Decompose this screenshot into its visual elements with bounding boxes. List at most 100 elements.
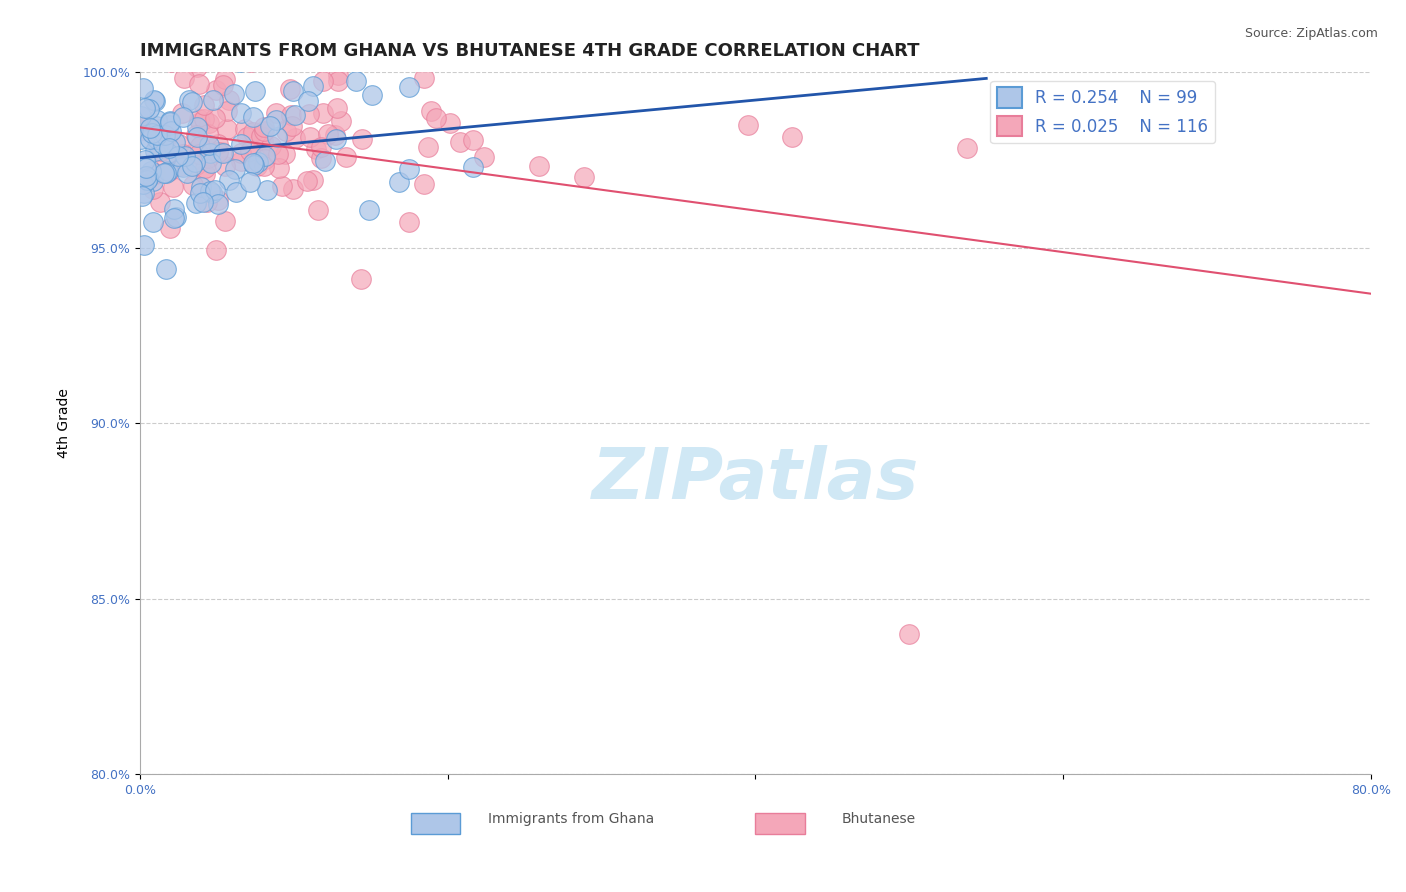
Immigrants from Ghana xyxy=(143,93,166,107)
Bhutanese xyxy=(215,103,238,118)
Bhutanese xyxy=(146,136,169,150)
Immigrants from Ghana xyxy=(463,160,485,174)
Immigrants from Ghana xyxy=(176,165,198,179)
Immigrants from Ghana xyxy=(231,106,253,120)
Bhutanese xyxy=(309,151,332,165)
Bhutanese xyxy=(145,167,167,181)
Bhutanese xyxy=(398,214,420,228)
Immigrants from Ghana xyxy=(134,102,156,116)
Bhutanese xyxy=(236,130,259,145)
Bhutanese xyxy=(264,106,287,120)
Bhutanese xyxy=(194,167,217,181)
Immigrants from Ghana xyxy=(357,202,380,217)
Bhutanese xyxy=(207,136,229,151)
Bhutanese xyxy=(239,144,262,158)
Bhutanese xyxy=(325,128,347,142)
Bhutanese xyxy=(267,147,290,161)
Bhutanese xyxy=(274,147,297,161)
Immigrants from Ghana xyxy=(163,202,186,216)
Immigrants from Ghana xyxy=(193,194,215,209)
Text: Bhutanese: Bhutanese xyxy=(842,812,915,826)
Immigrants from Ghana xyxy=(135,161,157,176)
Immigrants from Ghana xyxy=(239,175,262,189)
Bhutanese xyxy=(135,119,157,133)
Bhutanese xyxy=(418,139,440,153)
Immigrants from Ghana xyxy=(242,111,264,125)
Immigrants from Ghana xyxy=(360,88,382,103)
Immigrants from Ghana xyxy=(297,94,319,108)
Bhutanese xyxy=(138,124,160,138)
Immigrants from Ghana xyxy=(398,79,420,94)
Immigrants from Ghana xyxy=(259,119,281,133)
Bhutanese xyxy=(283,182,305,196)
Immigrants from Ghana xyxy=(142,174,165,188)
Immigrants from Ghana xyxy=(186,196,208,211)
Bhutanese xyxy=(186,60,208,74)
Bhutanese xyxy=(131,122,153,136)
Immigrants from Ghana xyxy=(138,102,160,116)
Bhutanese xyxy=(425,111,447,125)
Bhutanese xyxy=(280,107,302,121)
Text: ZIPatlas: ZIPatlas xyxy=(592,445,920,514)
Immigrants from Ghana xyxy=(146,128,169,143)
Bhutanese xyxy=(142,182,165,196)
Bhutanese xyxy=(155,131,177,145)
Bhutanese xyxy=(299,130,322,145)
Bhutanese xyxy=(267,161,290,176)
Immigrants from Ghana xyxy=(141,164,163,178)
FancyBboxPatch shape xyxy=(755,813,804,834)
Immigrants from Ghana xyxy=(388,175,411,189)
Immigrants from Ghana xyxy=(145,119,167,133)
Bhutanese xyxy=(271,178,294,193)
Immigrants from Ghana xyxy=(159,114,181,128)
Bhutanese xyxy=(281,119,304,133)
Bhutanese xyxy=(155,129,177,144)
Bhutanese xyxy=(412,177,434,191)
Bhutanese xyxy=(274,123,297,137)
Immigrants from Ghana xyxy=(165,210,187,224)
Immigrants from Ghana xyxy=(225,185,247,199)
Bhutanese xyxy=(193,112,215,127)
Immigrants from Ghana xyxy=(253,148,276,162)
Bhutanese xyxy=(335,150,357,164)
Bhutanese xyxy=(328,68,350,82)
Text: Immigrants from Ghana: Immigrants from Ghana xyxy=(488,812,654,826)
Immigrants from Ghana xyxy=(163,211,186,225)
Immigrants from Ghana xyxy=(131,177,153,191)
Bhutanese xyxy=(197,128,219,142)
Bhutanese xyxy=(169,136,191,151)
Immigrants from Ghana xyxy=(136,170,159,185)
Immigrants from Ghana xyxy=(201,93,224,107)
Immigrants from Ghana xyxy=(198,137,221,152)
Bhutanese xyxy=(326,102,349,116)
Bhutanese xyxy=(245,147,267,161)
Bhutanese xyxy=(572,170,595,185)
Immigrants from Ghana xyxy=(314,154,336,169)
Immigrants from Ghana xyxy=(135,169,157,183)
Bhutanese xyxy=(188,114,211,128)
Bhutanese xyxy=(153,150,176,164)
Immigrants from Ghana xyxy=(155,262,177,277)
Bhutanese xyxy=(254,152,277,166)
Immigrants from Ghana xyxy=(190,180,212,194)
Bhutanese xyxy=(252,120,274,134)
Bhutanese xyxy=(898,626,921,640)
Immigrants from Ghana xyxy=(281,85,304,99)
Immigrants from Ghana xyxy=(134,186,156,200)
Immigrants from Ghana xyxy=(132,238,155,252)
Immigrants from Ghana xyxy=(157,141,180,155)
Bhutanese xyxy=(253,159,276,173)
Bhutanese xyxy=(474,151,496,165)
Immigrants from Ghana xyxy=(188,186,211,201)
Bhutanese xyxy=(527,159,550,173)
Immigrants from Ghana xyxy=(243,84,266,98)
Immigrants from Ghana xyxy=(224,87,246,101)
Bhutanese xyxy=(214,71,236,86)
Immigrants from Ghana xyxy=(172,110,194,124)
Bhutanese xyxy=(212,78,235,92)
Bhutanese xyxy=(246,159,269,173)
Immigrants from Ghana xyxy=(198,184,221,198)
Immigrants from Ghana xyxy=(247,154,270,169)
Bhutanese xyxy=(301,173,323,187)
Immigrants from Ghana xyxy=(159,113,181,128)
